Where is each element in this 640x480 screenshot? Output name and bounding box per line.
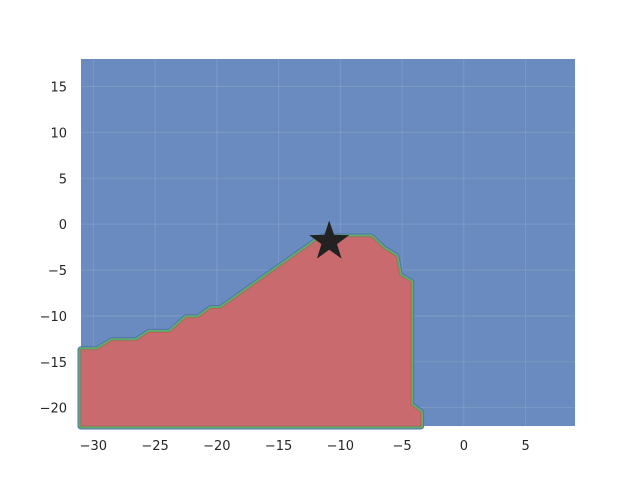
- x-tick-label: −5: [393, 439, 412, 454]
- y-tick-labels: −20 −15 −10 −5 0 5 10 15: [40, 81, 67, 417]
- y-tick-label: −15: [40, 356, 67, 371]
- y-tick-label: 5: [59, 172, 67, 187]
- y-tick-label: −10: [40, 310, 67, 325]
- star-marker: [309, 220, 350, 259]
- y-tick-label: 10: [50, 126, 67, 141]
- y-tick-label: 15: [50, 81, 67, 96]
- marker-layer: [309, 220, 350, 259]
- y-tick-label: −20: [40, 402, 67, 417]
- x-tick-label: −15: [265, 439, 292, 454]
- x-tick-label: −20: [203, 439, 230, 454]
- y-tick-label: 0: [59, 218, 67, 233]
- x-tick-label: 5: [521, 439, 529, 454]
- x-tick-label: 0: [460, 439, 468, 454]
- x-tick-label: −10: [327, 439, 354, 454]
- y-tick-label: −5: [48, 264, 67, 279]
- x-tick-labels: −30 −25 −20 −15 −10 −5 0 5: [80, 439, 530, 454]
- x-tick-label: −25: [141, 439, 168, 454]
- x-tick-label: −30: [80, 439, 107, 454]
